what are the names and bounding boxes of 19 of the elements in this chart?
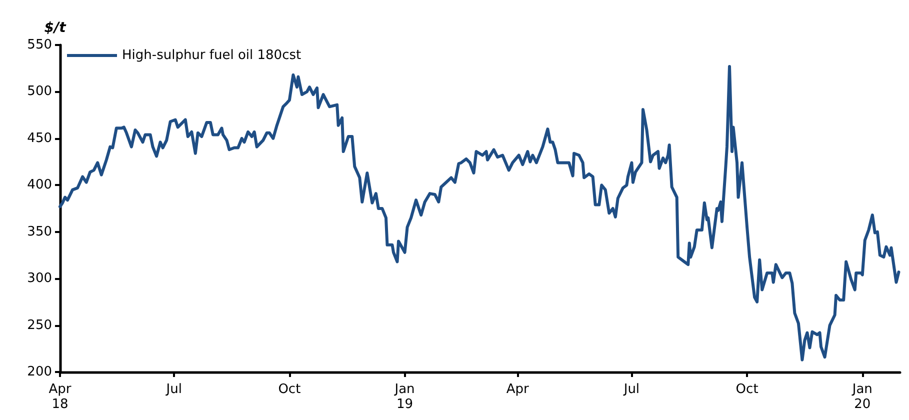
- y-tick-label: 500: [27, 84, 52, 100]
- x-tick-label: Oct: [278, 382, 301, 397]
- y-axis-title: $/t: [44, 20, 68, 36]
- y-tick-label: 550: [27, 38, 52, 52]
- x-tick-label: Jul: [165, 382, 182, 397]
- y-tick-label: 200: [27, 364, 52, 380]
- x-tick-label: Jan 19: [394, 382, 415, 412]
- x-tick-label: Jul: [622, 382, 640, 397]
- y-tick-label: 300: [27, 271, 52, 286]
- legend-label: High-sulphur fuel oil 180cst: [122, 48, 302, 63]
- y-tick-label: 400: [27, 178, 52, 193]
- line-series: [58, 64, 900, 362]
- x-tick-label: Oct: [736, 382, 758, 397]
- x-tick-label: Jan 20: [851, 382, 872, 412]
- y-tick-label: 450: [27, 130, 52, 146]
- y-tick-label: 250: [27, 318, 52, 333]
- y-tick-label: 350: [27, 224, 52, 240]
- x-tick-label: Apr: [506, 382, 530, 397]
- x-tick-label: Apr 18: [48, 382, 72, 412]
